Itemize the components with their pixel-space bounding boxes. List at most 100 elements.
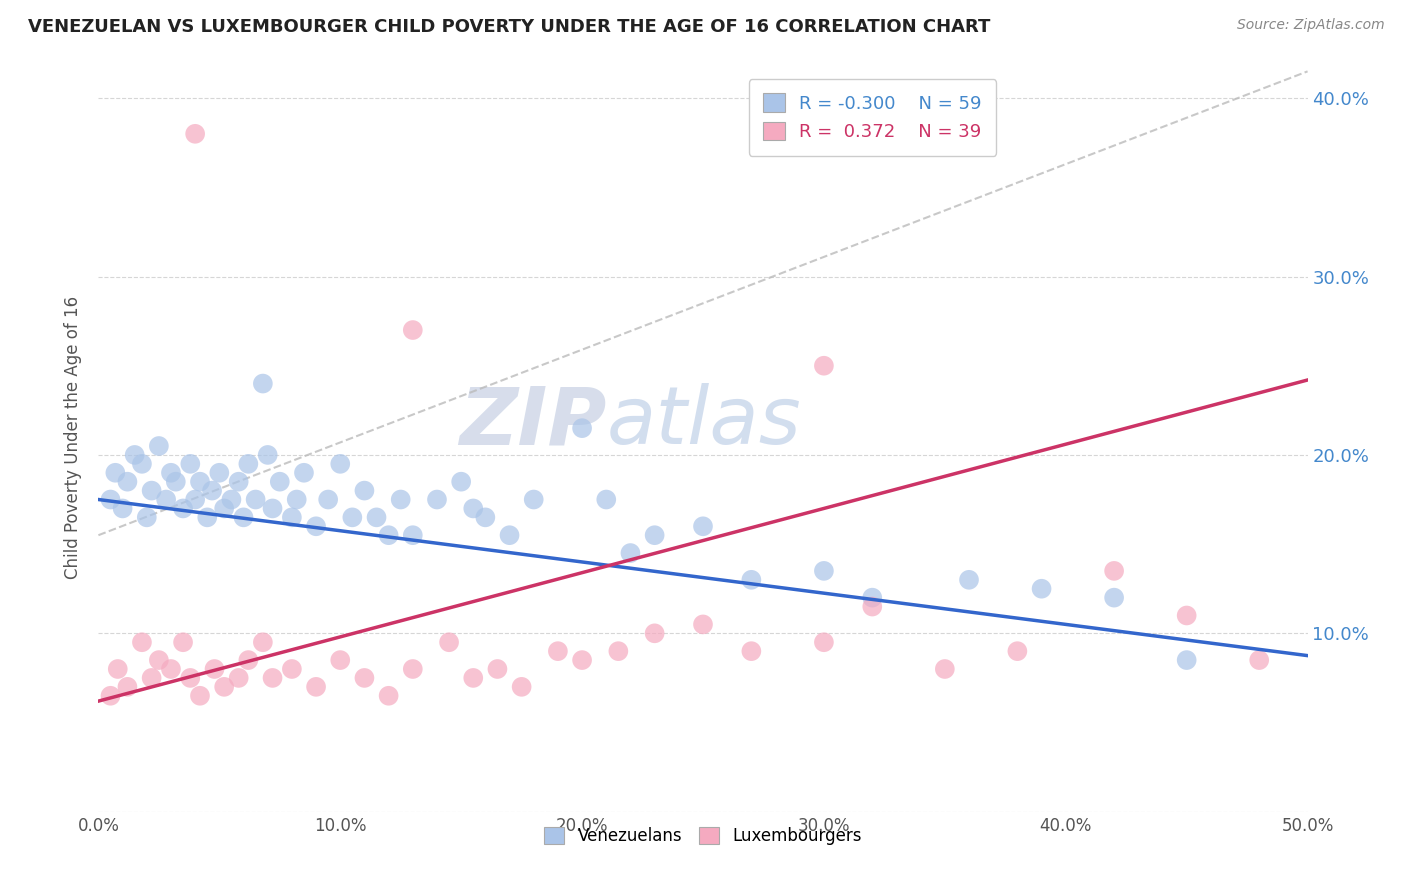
Point xyxy=(238,653,260,667)
Point xyxy=(131,457,153,471)
Point xyxy=(486,662,509,676)
Point xyxy=(342,510,364,524)
Point xyxy=(740,573,762,587)
Text: atlas: atlas xyxy=(606,383,801,461)
Point xyxy=(252,635,274,649)
Point xyxy=(402,323,425,337)
Point xyxy=(228,671,250,685)
Point xyxy=(692,617,714,632)
Point xyxy=(402,528,425,542)
Point xyxy=(160,466,183,480)
Point xyxy=(1007,644,1029,658)
Point xyxy=(165,475,187,489)
Point xyxy=(571,653,593,667)
Point xyxy=(607,644,630,658)
Point xyxy=(1102,591,1125,605)
Point xyxy=(498,528,520,542)
Point xyxy=(1102,564,1125,578)
Point xyxy=(463,671,485,685)
Point xyxy=(571,421,593,435)
Point xyxy=(510,680,533,694)
Y-axis label: Child Poverty Under the Age of 16: Child Poverty Under the Age of 16 xyxy=(65,295,83,579)
Point xyxy=(1175,653,1198,667)
Point xyxy=(644,528,666,542)
Point xyxy=(172,635,194,649)
Point xyxy=(100,689,122,703)
Point xyxy=(934,662,956,676)
Point xyxy=(377,528,399,542)
Point xyxy=(245,492,267,507)
Point xyxy=(329,653,352,667)
Point xyxy=(100,492,122,507)
Point xyxy=(141,671,163,685)
Point xyxy=(353,671,375,685)
Point xyxy=(1249,653,1271,667)
Point xyxy=(262,501,284,516)
Point xyxy=(179,457,201,471)
Point xyxy=(141,483,163,498)
Point xyxy=(201,483,224,498)
Point xyxy=(148,653,170,667)
Point xyxy=(184,127,207,141)
Point xyxy=(619,546,641,560)
Point xyxy=(117,475,139,489)
Point xyxy=(437,635,460,649)
Point xyxy=(860,591,883,605)
Point xyxy=(228,475,250,489)
Point xyxy=(179,671,201,685)
Point xyxy=(547,644,569,658)
Point xyxy=(305,519,328,533)
Point xyxy=(117,680,139,694)
Point xyxy=(135,510,157,524)
Point xyxy=(389,492,412,507)
Point xyxy=(740,644,762,658)
Point xyxy=(353,483,375,498)
Point xyxy=(111,501,134,516)
Text: VENEZUELAN VS LUXEMBOURGER CHILD POVERTY UNDER THE AGE OF 16 CORRELATION CHART: VENEZUELAN VS LUXEMBOURGER CHILD POVERTY… xyxy=(28,18,990,36)
Point xyxy=(292,466,315,480)
Legend: Venezuelans, Luxembourgers: Venezuelans, Luxembourgers xyxy=(537,821,869,852)
Point xyxy=(305,680,328,694)
Point xyxy=(463,501,485,516)
Point xyxy=(232,510,254,524)
Point xyxy=(281,662,304,676)
Point xyxy=(131,635,153,649)
Point xyxy=(188,475,211,489)
Point xyxy=(252,376,274,391)
Point xyxy=(285,492,308,507)
Point xyxy=(316,492,339,507)
Point xyxy=(208,466,231,480)
Point xyxy=(184,492,207,507)
Text: Source: ZipAtlas.com: Source: ZipAtlas.com xyxy=(1237,18,1385,32)
Point xyxy=(595,492,617,507)
Point xyxy=(262,671,284,685)
Point xyxy=(195,510,218,524)
Point xyxy=(148,439,170,453)
Point xyxy=(860,599,883,614)
Point xyxy=(160,662,183,676)
Point xyxy=(957,573,980,587)
Point xyxy=(426,492,449,507)
Point xyxy=(155,492,177,507)
Point xyxy=(124,448,146,462)
Point xyxy=(212,501,235,516)
Point xyxy=(238,457,260,471)
Point xyxy=(813,564,835,578)
Point xyxy=(256,448,278,462)
Point xyxy=(450,475,472,489)
Point xyxy=(107,662,129,676)
Point xyxy=(474,510,496,524)
Point xyxy=(104,466,127,480)
Point xyxy=(221,492,243,507)
Point xyxy=(1031,582,1053,596)
Point xyxy=(644,626,666,640)
Point xyxy=(402,662,425,676)
Text: ZIP: ZIP xyxy=(458,383,606,461)
Point xyxy=(329,457,352,471)
Point xyxy=(377,689,399,703)
Point xyxy=(269,475,291,489)
Point xyxy=(172,501,194,516)
Point xyxy=(188,689,211,703)
Point xyxy=(212,680,235,694)
Point xyxy=(813,359,835,373)
